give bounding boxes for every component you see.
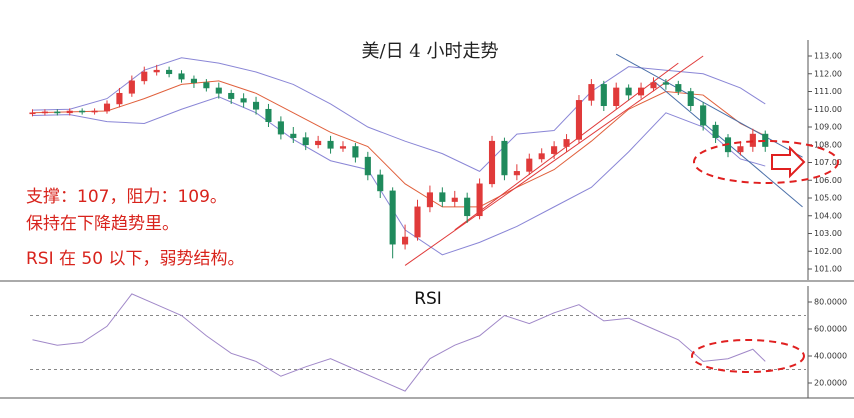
- candle-body: [687, 91, 694, 106]
- candle-body: [402, 236, 409, 245]
- candle-body: [215, 87, 222, 94]
- candle-body: [302, 137, 309, 146]
- candle-body: [153, 69, 160, 73]
- candle-body: [352, 146, 359, 158]
- highlight-ellipse: [691, 339, 805, 373]
- rsi-title: RSI: [414, 289, 442, 309]
- candle-body: [638, 87, 645, 96]
- candle-body: [613, 87, 620, 106]
- candle-body: [749, 133, 756, 147]
- annotation: 保持在下降趋势里。: [26, 214, 179, 234]
- y-tick-label: 108.00: [814, 140, 842, 149]
- candle-body: [327, 140, 334, 149]
- y-tick-label: 107.00: [814, 158, 842, 167]
- y-tick-label: 112.00: [814, 69, 842, 78]
- candle-body: [439, 192, 446, 202]
- candle-body: [339, 146, 347, 149]
- candle-body: [203, 82, 210, 89]
- candle-body: [91, 110, 98, 113]
- candle-body: [600, 84, 607, 107]
- candle-body: [662, 82, 669, 85]
- annotation: RSI 在 50 以下，弱势结构。: [26, 249, 244, 269]
- candle-body: [290, 133, 297, 138]
- y-tick-label: 104.00: [814, 211, 842, 220]
- y-tick-label: 101.00: [814, 265, 842, 274]
- candle-body: [538, 153, 545, 160]
- candle-body: [79, 110, 86, 113]
- candle-body: [551, 146, 558, 154]
- candle-body: [563, 139, 570, 147]
- chart-title: 美/日 4 小时走势: [362, 41, 499, 62]
- y-tick-label: 103.00: [814, 229, 842, 238]
- candle-body: [476, 183, 483, 217]
- candle-body: [575, 100, 583, 140]
- y-tick-label: 113.00: [814, 52, 842, 61]
- candle-body: [178, 73, 185, 80]
- rsi-panel: 20.0000 40.0000 60.0000 80.0000: [30, 293, 847, 392]
- candle-body: [712, 124, 719, 138]
- candle-body: [451, 197, 458, 202]
- candle-body: [29, 112, 36, 115]
- y-tick-label: 80.0000: [814, 298, 847, 307]
- candle-body: [116, 92, 123, 105]
- candle-body: [66, 110, 73, 114]
- candle-body: [625, 87, 632, 96]
- candle-body: [426, 192, 433, 208]
- candle-body: [315, 140, 322, 146]
- y-tick-label: 110.00: [814, 105, 842, 114]
- candle-body: [265, 108, 272, 122]
- y-tick-label: 20.0000: [814, 379, 847, 388]
- candle-body: [513, 171, 520, 176]
- direction-arrow: [771, 145, 806, 179]
- candle-body: [526, 158, 533, 172]
- candle-body: [389, 190, 396, 245]
- y-tick-label: 106.00: [814, 176, 842, 185]
- candle-body: [240, 98, 247, 103]
- candle-body: [252, 101, 260, 110]
- candle-body: [54, 111, 61, 114]
- trend-line: [615, 53, 803, 158]
- candle-body: [414, 206, 421, 238]
- candle-body: [277, 121, 284, 135]
- candle-body: [128, 80, 135, 94]
- highlight-ellipse: [693, 140, 839, 184]
- candle-body: [650, 82, 657, 89]
- y-tick-label: 105.00: [814, 194, 842, 203]
- y-tick-label: 60.0000: [814, 325, 847, 334]
- candle-body: [488, 140, 496, 185]
- y-tick-label: 111.00: [814, 87, 842, 96]
- candle-body: [588, 84, 595, 101]
- candle-body: [166, 69, 173, 75]
- candle-body: [675, 84, 682, 92]
- candle-body: [228, 92, 235, 99]
- y-tick-label: 109.00: [814, 123, 842, 132]
- candle-body: [41, 111, 48, 114]
- candle-body: [364, 156, 371, 176]
- candle-body: [190, 78, 197, 83]
- candle-body: [700, 105, 707, 126]
- candle-body: [141, 71, 148, 82]
- y-tick-label: 40.0000: [814, 352, 847, 361]
- candle-body: [377, 174, 384, 192]
- price-panel: 101.00 102.00 103.00 104.00 105.00 106.00 107.…: [29, 52, 842, 274]
- candle-body: [501, 140, 508, 176]
- band-line: [32, 80, 766, 208]
- rsi-line: [32, 293, 766, 392]
- candle-body: [464, 197, 471, 217]
- candle-body: [737, 146, 744, 153]
- annotation: 支撑：107，阻力：109。: [26, 187, 227, 207]
- candle-body: [103, 103, 111, 112]
- y-tick-label: 102.00: [814, 247, 842, 256]
